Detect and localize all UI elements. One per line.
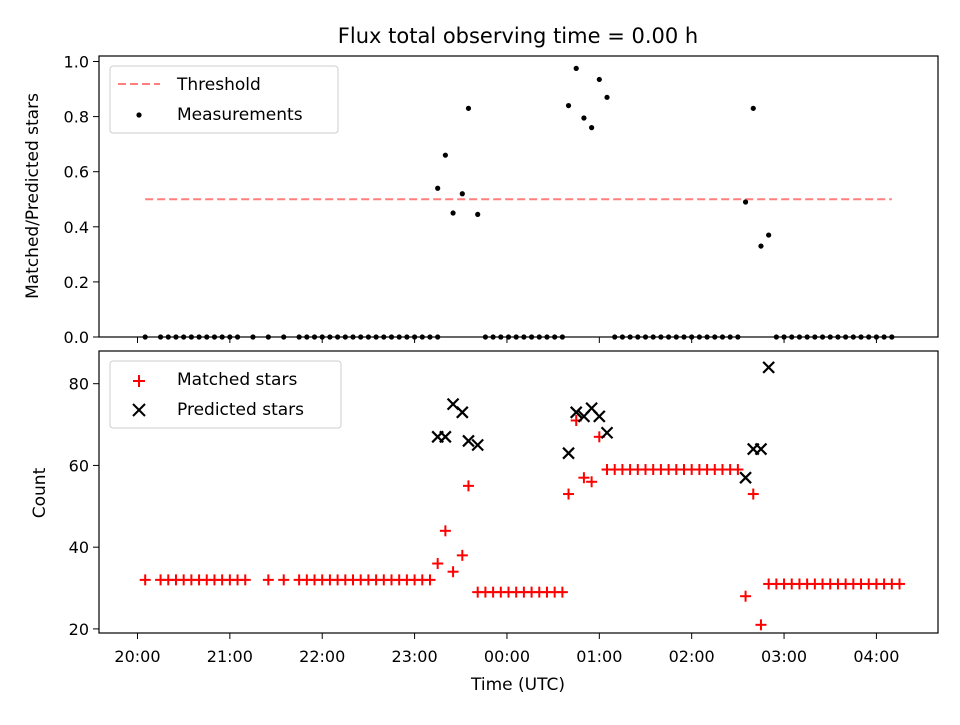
top-legend-box bbox=[109, 65, 339, 134]
predicted-star-point bbox=[471, 438, 484, 452]
bottom-y-tick-label: 80 bbox=[69, 375, 89, 394]
x-tick-label: 22:00 bbox=[299, 647, 345, 666]
matched-star-point bbox=[439, 525, 451, 537]
matched-star-point bbox=[578, 472, 590, 484]
legend-measurements-label: Measurements bbox=[177, 105, 303, 125]
chart-title: Flux total observing time = 0.00 h bbox=[338, 24, 698, 48]
measurement-point bbox=[596, 76, 602, 83]
top-y-tick-label: 0.4 bbox=[64, 218, 89, 237]
matched-star-point bbox=[262, 574, 274, 586]
x-tick-label: 03:00 bbox=[761, 647, 807, 666]
predicted-star-point bbox=[569, 406, 583, 419]
bottom-legend-box bbox=[109, 360, 342, 429]
legend-matched-label: Matched stars bbox=[177, 370, 297, 390]
matched-star-point bbox=[139, 574, 151, 586]
x-tick-label: 20:00 bbox=[114, 647, 160, 666]
x-axis-label: Time (UTC) bbox=[470, 675, 565, 695]
bottom-y-tick-label: 20 bbox=[69, 620, 89, 639]
measurement-point bbox=[604, 94, 610, 100]
matched-star-point bbox=[563, 488, 575, 500]
top-y-tick-label: 0.2 bbox=[64, 273, 89, 292]
predicted-star-point bbox=[600, 426, 614, 440]
top-legend: Threshold Measurements bbox=[109, 65, 339, 134]
x-tick-label: 23:00 bbox=[392, 647, 438, 666]
predicted-star-point bbox=[762, 361, 775, 374]
x-tick-label: 01:00 bbox=[576, 647, 622, 666]
top-panel: Flux total observing time = 0.00 h Match… bbox=[23, 24, 939, 340]
top-axes-frame bbox=[98, 55, 939, 338]
measurement-point bbox=[459, 191, 465, 197]
x-tick-label: 02:00 bbox=[669, 647, 715, 666]
matched-star-point bbox=[740, 590, 752, 602]
measurement-point bbox=[581, 115, 587, 121]
measurement-point bbox=[450, 210, 456, 216]
bottom-y-tick-label: 60 bbox=[69, 456, 89, 475]
top-y-tick-label: 1.0 bbox=[64, 53, 89, 72]
matched-star-point bbox=[424, 574, 436, 586]
predicted-star-point bbox=[739, 471, 752, 484]
bottom-plot-area bbox=[139, 361, 906, 631]
measurement-point bbox=[589, 125, 595, 131]
matched-star-point bbox=[278, 574, 290, 586]
measurement-point bbox=[465, 105, 472, 111]
matched-star-point bbox=[462, 480, 474, 492]
matched-star-point bbox=[732, 464, 744, 476]
measurement-point bbox=[475, 211, 481, 218]
bottom-y-tick-label: 40 bbox=[69, 538, 89, 557]
matched-star-point bbox=[894, 578, 906, 590]
measurement-point bbox=[758, 243, 764, 249]
predicted-star-point bbox=[562, 446, 575, 460]
legend-measurements-swatch bbox=[136, 112, 142, 118]
x-tick-label: 21:00 bbox=[207, 647, 253, 666]
x-tick-label: 00:00 bbox=[484, 647, 530, 666]
measurement-point bbox=[435, 185, 441, 191]
bottom-panel: Count Time (UTC) Matched stars Predicted… bbox=[30, 350, 939, 695]
matched-star-point bbox=[432, 558, 444, 570]
bottom-axes-frame bbox=[98, 350, 939, 634]
legend-matched-swatch bbox=[133, 375, 145, 387]
top-y-axis-label: Matched/Predicted stars bbox=[23, 93, 43, 299]
matched-star-point bbox=[755, 619, 767, 631]
measurement-point bbox=[766, 232, 772, 238]
legend-predicted-swatch bbox=[132, 403, 146, 417]
bottom-y-axis-label: Count bbox=[30, 467, 50, 518]
matched-star-point bbox=[586, 476, 598, 488]
legend-threshold-label: Threshold bbox=[176, 75, 261, 95]
top-y-tick-label: 0.8 bbox=[64, 108, 89, 127]
matched-star-point bbox=[747, 488, 759, 500]
legend-predicted-label: Predicted stars bbox=[177, 400, 304, 420]
predicted-star-point bbox=[439, 430, 452, 444]
matched-star-point bbox=[239, 574, 251, 586]
bottom-legend: Matched stars Predicted stars bbox=[109, 360, 342, 429]
matched-star-point bbox=[456, 549, 468, 561]
top-y-tick-label: 0.6 bbox=[64, 163, 89, 182]
top-y-tick-label: 0.0 bbox=[64, 328, 89, 347]
measurement-point bbox=[742, 199, 749, 205]
matched-star-point bbox=[447, 566, 459, 578]
predicted-star-point bbox=[456, 406, 469, 419]
predicted-star-point bbox=[593, 410, 606, 423]
x-tick-label: 04:00 bbox=[853, 647, 899, 666]
measurement-point bbox=[750, 105, 756, 111]
measurement-point bbox=[442, 152, 448, 158]
measurement-point bbox=[565, 102, 572, 109]
matched-star-point bbox=[556, 586, 568, 598]
measurement-point bbox=[573, 65, 579, 71]
predicted-star-point bbox=[754, 442, 768, 456]
predicted-star-point bbox=[462, 434, 475, 448]
